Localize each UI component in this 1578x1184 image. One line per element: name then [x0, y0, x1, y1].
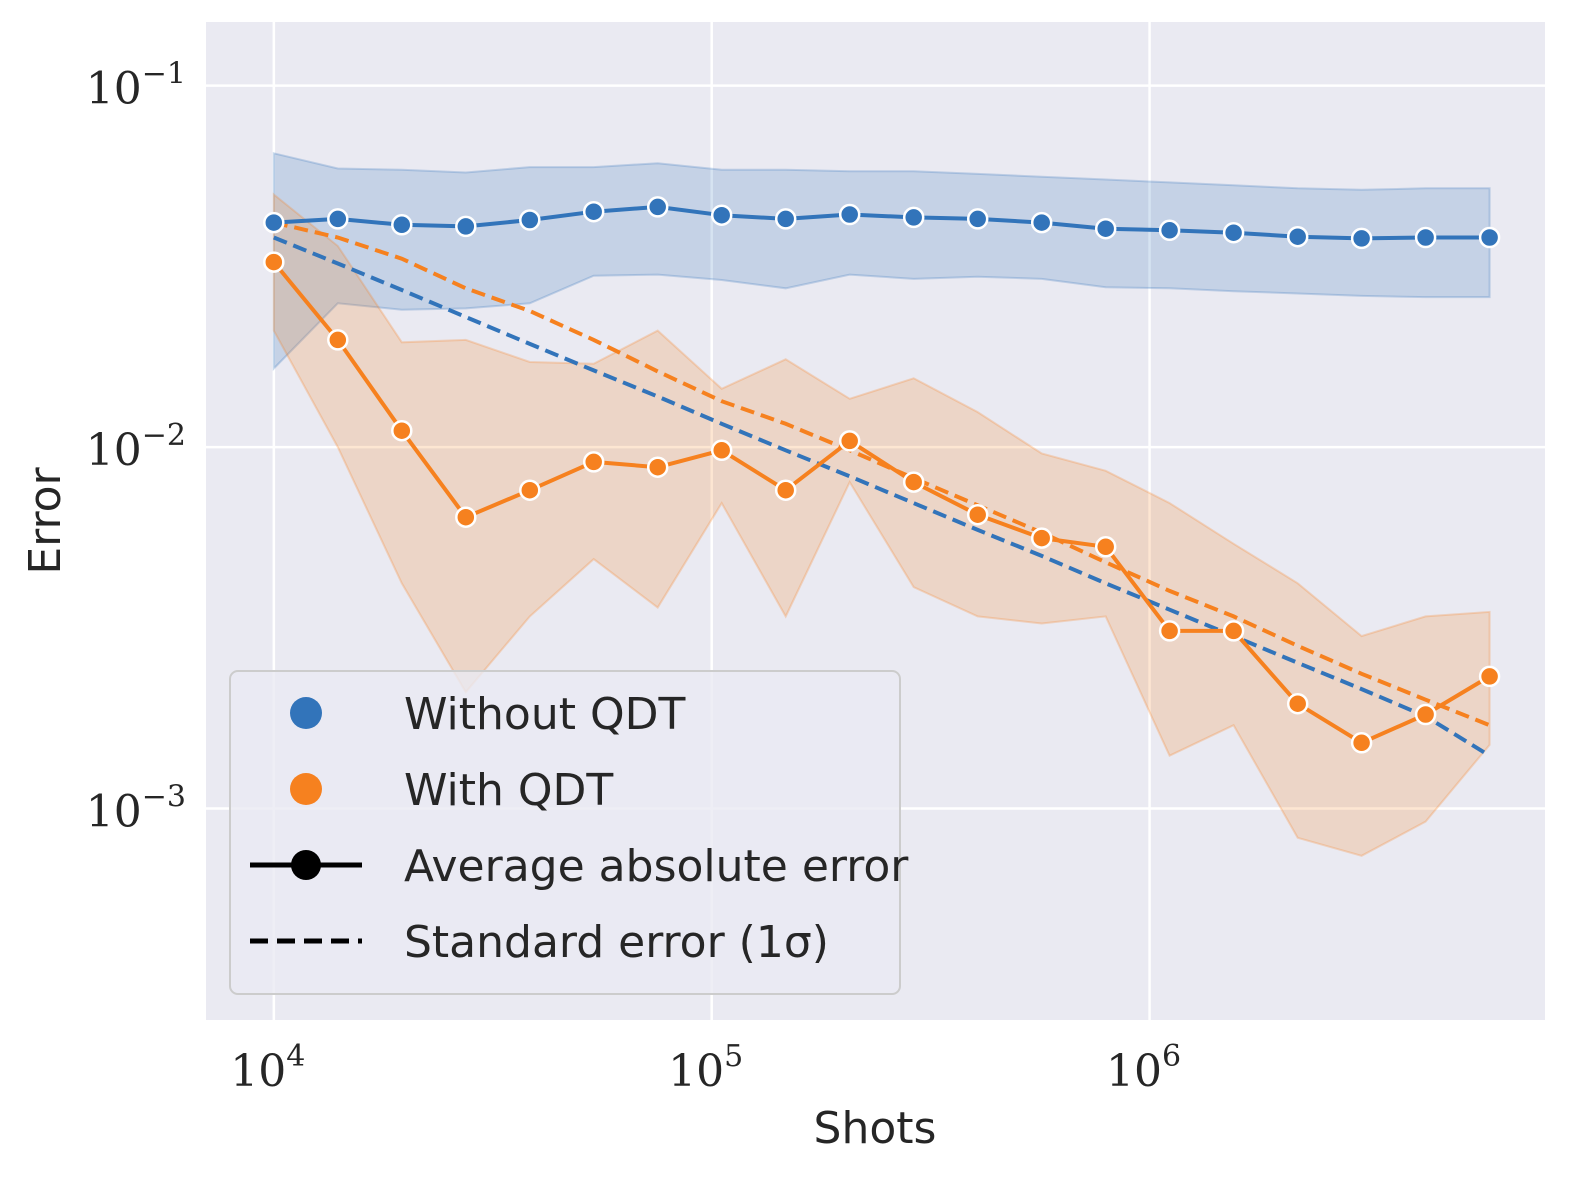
without-qdt-point-16	[1286, 225, 1309, 248]
without-qdt-point-0	[263, 211, 285, 234]
confidence-bands	[272, 152, 1491, 857]
with-qdt-point-9	[838, 430, 861, 452]
legend-with-qdt-label: With QDT	[404, 765, 613, 816]
with-qdt-confidence-band	[272, 192, 1491, 857]
with-qdt-point-10	[902, 471, 925, 493]
y-tick-labels: 10−1 10−2 10−3	[86, 57, 186, 838]
with-qdt-point-11	[966, 503, 989, 526]
with-qdt-point-17	[1350, 732, 1373, 754]
without-qdt-point-7	[710, 204, 733, 226]
x-tick-label-2: 106	[1106, 1039, 1181, 1097]
legend-box	[229, 670, 901, 995]
with-qdt-point-7	[710, 439, 733, 462]
y-tick-label-2: 10−3	[86, 780, 186, 838]
legend: Without QDT With QDT Average absolute er…	[229, 670, 909, 995]
data-points	[263, 196, 1501, 754]
without-qdt-point-1	[327, 208, 349, 230]
without-qdt-point-15	[1222, 221, 1245, 244]
with-qdt-point-3	[455, 506, 477, 528]
legend-without-qdt-label: Without QDT	[404, 689, 685, 740]
with-qdt-point-4	[519, 479, 541, 501]
with-qdt-mean-line	[272, 260, 1491, 745]
y-tick-label-1: 10−2	[86, 418, 186, 476]
x-tick-labels: 104 105 106	[230, 1039, 1181, 1097]
with-qdt-point-6	[646, 456, 669, 478]
without-qdt-point-8	[774, 208, 797, 230]
with-qdt-standard-error-line	[273, 220, 1491, 728]
with-qdt-point-12	[1030, 527, 1053, 549]
with-qdt-point-15	[1222, 620, 1245, 642]
y-tick-label-0: 10−1	[86, 57, 186, 115]
legend-with-qdt-marker	[290, 773, 322, 805]
without-qdt-point-2	[391, 214, 413, 236]
without-qdt-point-14	[1158, 219, 1181, 242]
with-qdt-point-16	[1286, 692, 1309, 715]
with-qdt-point-19	[1478, 665, 1501, 688]
without-qdt-point-3	[455, 215, 477, 238]
x-tick-label-1: 105	[668, 1039, 743, 1097]
x-axis-label: Shots	[814, 1103, 937, 1154]
without-qdt-point-18	[1414, 226, 1437, 249]
without-qdt-point-12	[1030, 211, 1053, 234]
with-qdt-point-13	[1094, 536, 1117, 558]
x-tick-label-0: 104	[230, 1039, 305, 1097]
without-qdt-point-11	[966, 208, 989, 230]
without-qdt-point-4	[519, 209, 541, 231]
without-qdt-point-13	[1094, 217, 1117, 240]
without-qdt-standard-error-line	[273, 235, 1491, 758]
with-qdt-point-18	[1414, 703, 1437, 726]
with-qdt-point-8	[774, 479, 797, 501]
legend-standard-error-label: Standard error (1σ)	[404, 917, 829, 968]
y-axis-label: Error	[20, 466, 71, 574]
legend-solid-line-marker	[291, 850, 321, 880]
with-qdt-point-0	[263, 251, 285, 273]
without-qdt-point-5	[582, 200, 605, 223]
legend-average-error-label: Average absolute error	[404, 841, 909, 892]
without-qdt-point-9	[838, 203, 861, 226]
with-qdt-point-2	[391, 419, 413, 442]
with-qdt-point-14	[1158, 620, 1181, 642]
with-qdt-point-1	[327, 329, 349, 351]
without-qdt-confidence-band	[272, 152, 1491, 371]
without-qdt-point-19	[1478, 226, 1501, 249]
with-qdt-point-5	[582, 451, 605, 473]
standard-error-lines	[273, 220, 1491, 758]
legend-without-qdt-marker	[290, 697, 322, 729]
without-qdt-point-6	[646, 196, 669, 218]
without-qdt-point-17	[1350, 227, 1373, 250]
without-qdt-point-10	[902, 206, 925, 229]
